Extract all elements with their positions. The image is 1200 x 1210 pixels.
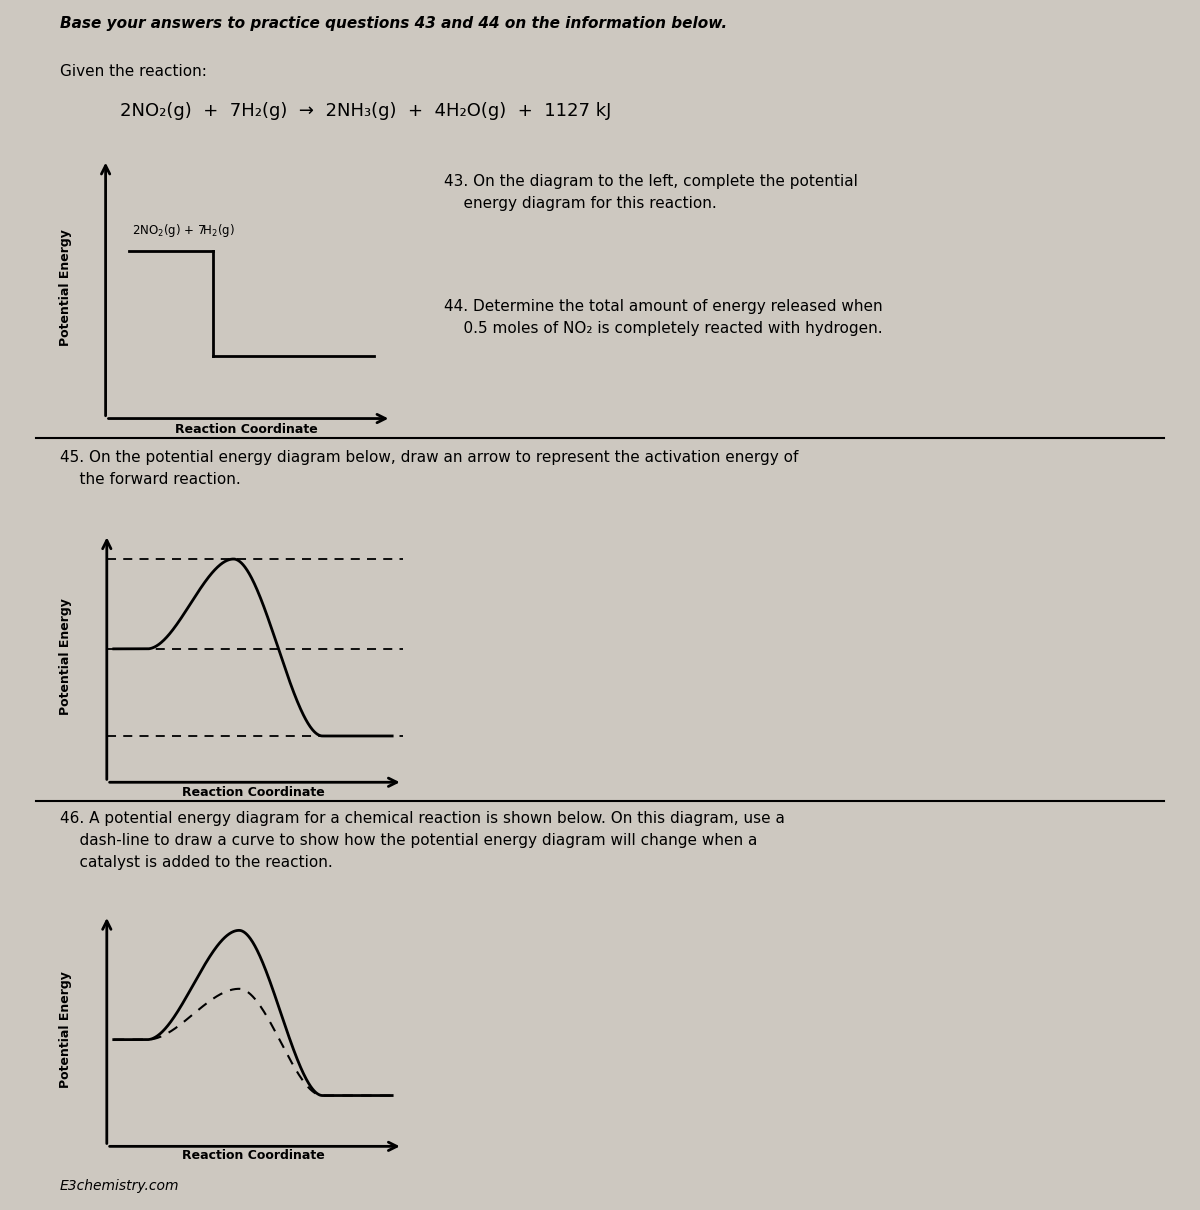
Text: Potential Energy: Potential Energy [59,230,72,346]
Text: Given the reaction:: Given the reaction: [60,64,206,79]
Text: Potential Energy: Potential Energy [59,972,72,1088]
Text: Base your answers to practice questions 43 and 44 on the information below.: Base your answers to practice questions … [60,17,727,31]
Text: 2NO$_2$(g) + 7H$_2$(g): 2NO$_2$(g) + 7H$_2$(g) [132,223,235,240]
Text: Potential Energy: Potential Energy [59,599,72,715]
Text: 45. On the potential energy diagram below, draw an arrow to represent the activa: 45. On the potential energy diagram belo… [60,450,798,488]
Text: 43. On the diagram to the left, complete the potential
    energy diagram for th: 43. On the diagram to the left, complete… [444,174,858,212]
Text: Reaction Coordinate: Reaction Coordinate [181,1148,324,1162]
Text: 2NO₂(g)  +  7H₂(g)  →  2NH₃(g)  +  4H₂O(g)  +  1127 kJ: 2NO₂(g) + 7H₂(g) → 2NH₃(g) + 4H₂O(g) + 1… [120,102,611,120]
Text: E3chemistry.com: E3chemistry.com [60,1179,180,1193]
Text: 46. A potential energy diagram for a chemical reaction is shown below. On this d: 46. A potential energy diagram for a che… [60,811,785,870]
Text: Reaction Coordinate: Reaction Coordinate [181,785,324,799]
Text: Reaction Coordinate: Reaction Coordinate [175,422,318,436]
Text: 44. Determine the total amount of energy released when
    0.5 moles of NO₂ is c: 44. Determine the total amount of energy… [444,299,883,336]
